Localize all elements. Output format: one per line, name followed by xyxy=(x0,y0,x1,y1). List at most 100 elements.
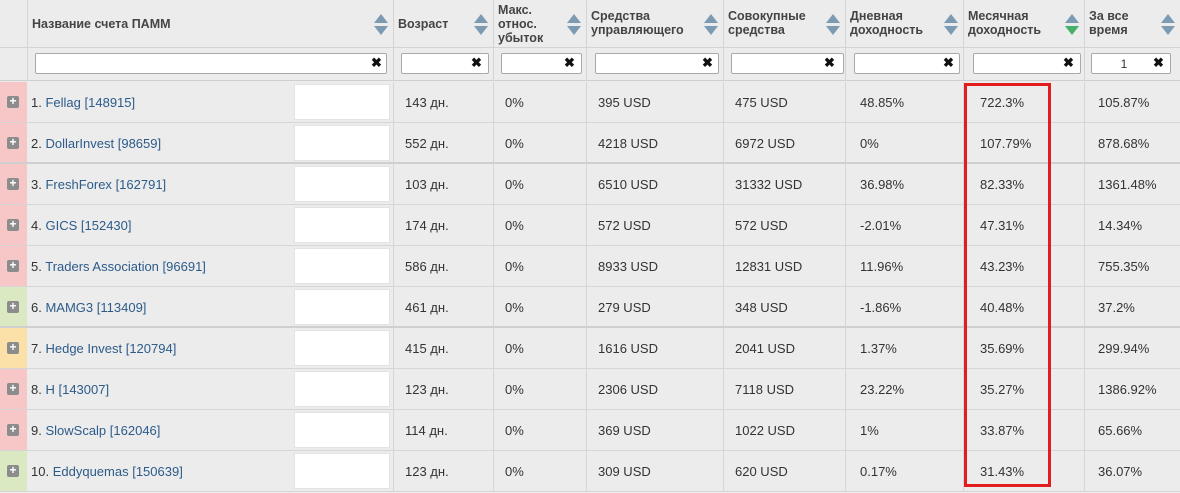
filter-cell: ✖ xyxy=(393,48,493,81)
col-header-all-time[interactable]: За все время xyxy=(1084,0,1180,48)
clear-icon[interactable]: ✖ xyxy=(702,55,713,70)
account-link[interactable]: Eddyquemas xyxy=(52,464,129,479)
account-id-link[interactable]: [162791] xyxy=(115,177,167,192)
cell-manager-funds: 8933 USD xyxy=(586,246,723,286)
expand-icon[interactable]: + xyxy=(7,464,19,477)
cell-daily-return: 48.85% xyxy=(845,82,963,122)
sort-arrows-icon[interactable] xyxy=(704,14,718,38)
expand-icon[interactable]: + xyxy=(7,423,19,436)
expand-icon[interactable]: + xyxy=(7,300,19,313)
cell-max-loss: 0% xyxy=(493,410,586,450)
table-row[interactable]: + 9. SlowScalp [162046] 114 дн. 0% 369 U… xyxy=(0,410,1180,451)
account-name: 2. DollarInvest [98659] xyxy=(31,136,162,151)
account-id-link[interactable]: [120794] xyxy=(125,341,177,356)
table-row[interactable]: + 1. Fellag [148915] 143 дн. 0% 395 USD … xyxy=(0,82,1180,123)
cell-max-loss: 0% xyxy=(493,451,586,491)
account-link[interactable]: GICS xyxy=(45,218,78,233)
table-row[interactable]: + 5. Traders Association [96691] 586 дн.… xyxy=(0,246,1180,287)
cell-age: 114 дн. xyxy=(393,410,493,450)
account-link[interactable]: H xyxy=(45,382,55,397)
account-link[interactable]: FreshForex xyxy=(45,177,112,192)
expand-icon[interactable]: + xyxy=(7,136,19,149)
account-id-link[interactable]: [96691] xyxy=(162,259,206,274)
sort-arrows-icon[interactable] xyxy=(374,14,388,38)
filter-manager-funds-input[interactable] xyxy=(595,53,719,74)
cell-max-loss: 0% xyxy=(493,246,586,286)
cell-monthly-return: 107.79% xyxy=(963,123,1084,162)
expand-icon[interactable]: + xyxy=(7,95,19,108)
col-header-label: За все время xyxy=(1089,9,1129,37)
sort-arrows-icon[interactable] xyxy=(944,14,958,38)
cell-total-funds: 348 USD xyxy=(723,287,845,326)
clear-icon[interactable]: ✖ xyxy=(1153,55,1164,70)
clear-icon[interactable]: ✖ xyxy=(824,55,835,70)
expand-icon[interactable]: + xyxy=(7,218,19,231)
table-row[interactable]: + 2. DollarInvest [98659] 552 дн. 0% 421… xyxy=(0,123,1180,164)
account-id-link[interactable]: [148915] xyxy=(84,95,136,110)
cell-all-time: 1361.48% xyxy=(1084,164,1180,204)
table-row[interactable]: + 7. Hedge Invest [120794] 415 дн. 0% 16… xyxy=(0,328,1180,369)
account-link[interactable]: DollarInvest xyxy=(45,136,115,151)
cell-daily-return: 0.17% xyxy=(845,451,963,491)
clear-icon[interactable]: ✖ xyxy=(471,55,482,70)
cell-monthly-return: 722.3% xyxy=(963,82,1084,122)
account-link[interactable]: Traders Association xyxy=(45,259,159,274)
account-id-link[interactable]: [113409] xyxy=(96,300,147,315)
col-header-daily-return[interactable]: Дневная доходность xyxy=(845,0,963,48)
account-link[interactable]: Fellag xyxy=(45,95,81,110)
filter-cell: ✖ xyxy=(27,48,393,81)
cell-total-funds: 475 USD xyxy=(723,82,845,122)
sparkline-chart xyxy=(294,289,390,325)
cell-monthly-return: 82.33% xyxy=(963,164,1084,204)
account-link[interactable]: MAMG3 xyxy=(45,300,94,315)
col-header-age[interactable]: Возраст xyxy=(393,0,493,48)
cell-manager-funds: 2306 USD xyxy=(586,369,723,409)
account-id-link[interactable]: [162046] xyxy=(109,423,161,438)
cell-age: 123 дн. xyxy=(393,451,493,491)
filter-age-input[interactable] xyxy=(401,53,489,74)
filter-daily-input[interactable] xyxy=(854,53,960,74)
filter-total-funds-input[interactable] xyxy=(731,53,844,74)
sort-arrows-icon[interactable] xyxy=(1065,14,1079,38)
filter-cell: ✖ xyxy=(586,48,723,81)
clear-icon[interactable]: ✖ xyxy=(564,55,575,70)
filter-monthly-input[interactable] xyxy=(973,53,1081,74)
col-header-max-loss[interactable]: Макс. относ. убыток xyxy=(493,0,586,48)
expand-icon[interactable]: + xyxy=(7,259,19,272)
table-row[interactable]: + 3. FreshForex [162791] 103 дн. 0% 6510… xyxy=(0,164,1180,205)
account-id-link[interactable]: [98659] xyxy=(117,136,162,151)
expand-icon[interactable]: + xyxy=(7,382,19,395)
sparkline-chart xyxy=(294,330,390,366)
clear-icon[interactable]: ✖ xyxy=(1063,55,1074,70)
col-header-monthly-return[interactable]: Месячная доходность xyxy=(963,0,1084,48)
expand-icon[interactable]: + xyxy=(7,341,19,354)
account-id-link[interactable]: [152430] xyxy=(80,218,132,233)
account-link[interactable]: Hedge Invest xyxy=(45,341,123,356)
sort-arrows-icon[interactable] xyxy=(567,14,581,38)
col-header-total-funds[interactable]: Совокупные средства xyxy=(723,0,845,48)
filter-all-time-input[interactable] xyxy=(1091,53,1171,74)
sort-arrows-icon[interactable] xyxy=(474,14,488,38)
sort-arrows-icon[interactable] xyxy=(1161,14,1175,38)
filter-name-input[interactable] xyxy=(35,53,387,74)
cell-monthly-return: 40.48% xyxy=(963,287,1084,326)
cell-monthly-return: 31.43% xyxy=(963,451,1084,491)
status-indicator: + xyxy=(0,451,27,491)
cell-total-funds: 6972 USD xyxy=(723,123,845,162)
col-header-name[interactable]: Название счета ПАММ xyxy=(27,0,393,48)
table-row[interactable]: + 4. GICS [152430] 174 дн. 0% 572 USD 57… xyxy=(0,205,1180,246)
expand-icon[interactable]: + xyxy=(7,177,19,190)
account-id-link[interactable]: [143007] xyxy=(58,382,110,397)
clear-icon[interactable]: ✖ xyxy=(943,55,954,70)
col-header-manager-funds[interactable]: Средства управляющего xyxy=(586,0,723,48)
sort-arrows-icon[interactable] xyxy=(826,14,840,38)
cell-daily-return: -1.86% xyxy=(845,287,963,326)
table-row[interactable]: + 8. H [143007] 123 дн. 0% 2306 USD 7118… xyxy=(0,369,1180,410)
account-id-link[interactable]: [150639] xyxy=(132,464,183,479)
table-row[interactable]: + 10. Eddyquemas [150639] 123 дн. 0% 309… xyxy=(0,451,1180,492)
clear-icon[interactable]: ✖ xyxy=(371,55,382,70)
table-row[interactable]: + 6. MAMG3 [113409] 461 дн. 0% 279 USD 3… xyxy=(0,287,1180,328)
account-link[interactable]: SlowScalp xyxy=(45,423,107,438)
filter-max-loss-input[interactable] xyxy=(501,53,582,74)
